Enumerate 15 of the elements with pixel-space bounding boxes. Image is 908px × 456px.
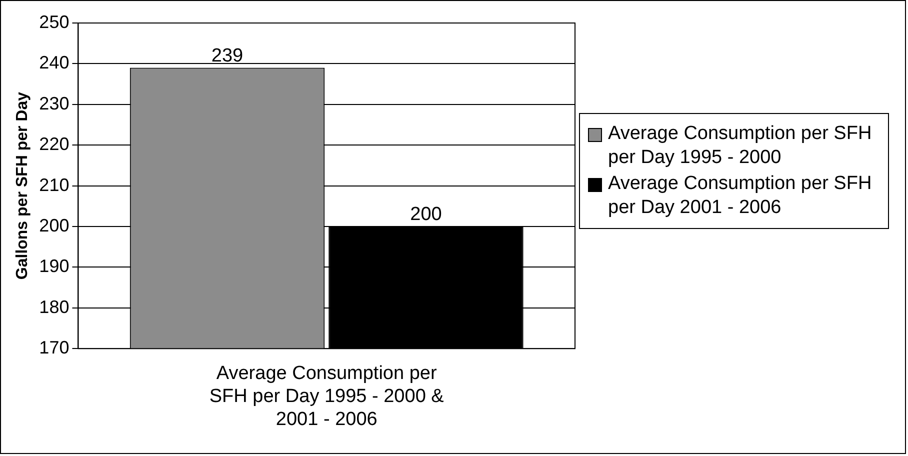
y-tick-label: 210 [39,174,70,195]
y-tick-label: 180 [39,296,70,317]
legend-label: Average Consumption per SFH per Day 1995 - 2000 [608,122,873,170]
y-tick-label: 230 [39,93,70,114]
y-axis-title: Gallons per SFH per Day [14,92,32,280]
x-tick-label: Average Consumption per SFH per Day 1995 - 2000 & 2001 - 2006 [209,363,444,430]
y-tick-label: 190 [39,256,70,276]
data-label: 200 [410,204,442,226]
y-tick-label: 200 [39,215,70,236]
y-tick-label: 170 [39,338,70,358]
y-tick-label: 240 [39,52,70,73]
data-label: 239 [211,46,244,67]
y-tick-label: 220 [39,134,70,154]
y-tick-label: 250 [39,12,70,32]
legend-label: Average Consumption per SFH per Day 2001 - 2006 [608,172,873,220]
